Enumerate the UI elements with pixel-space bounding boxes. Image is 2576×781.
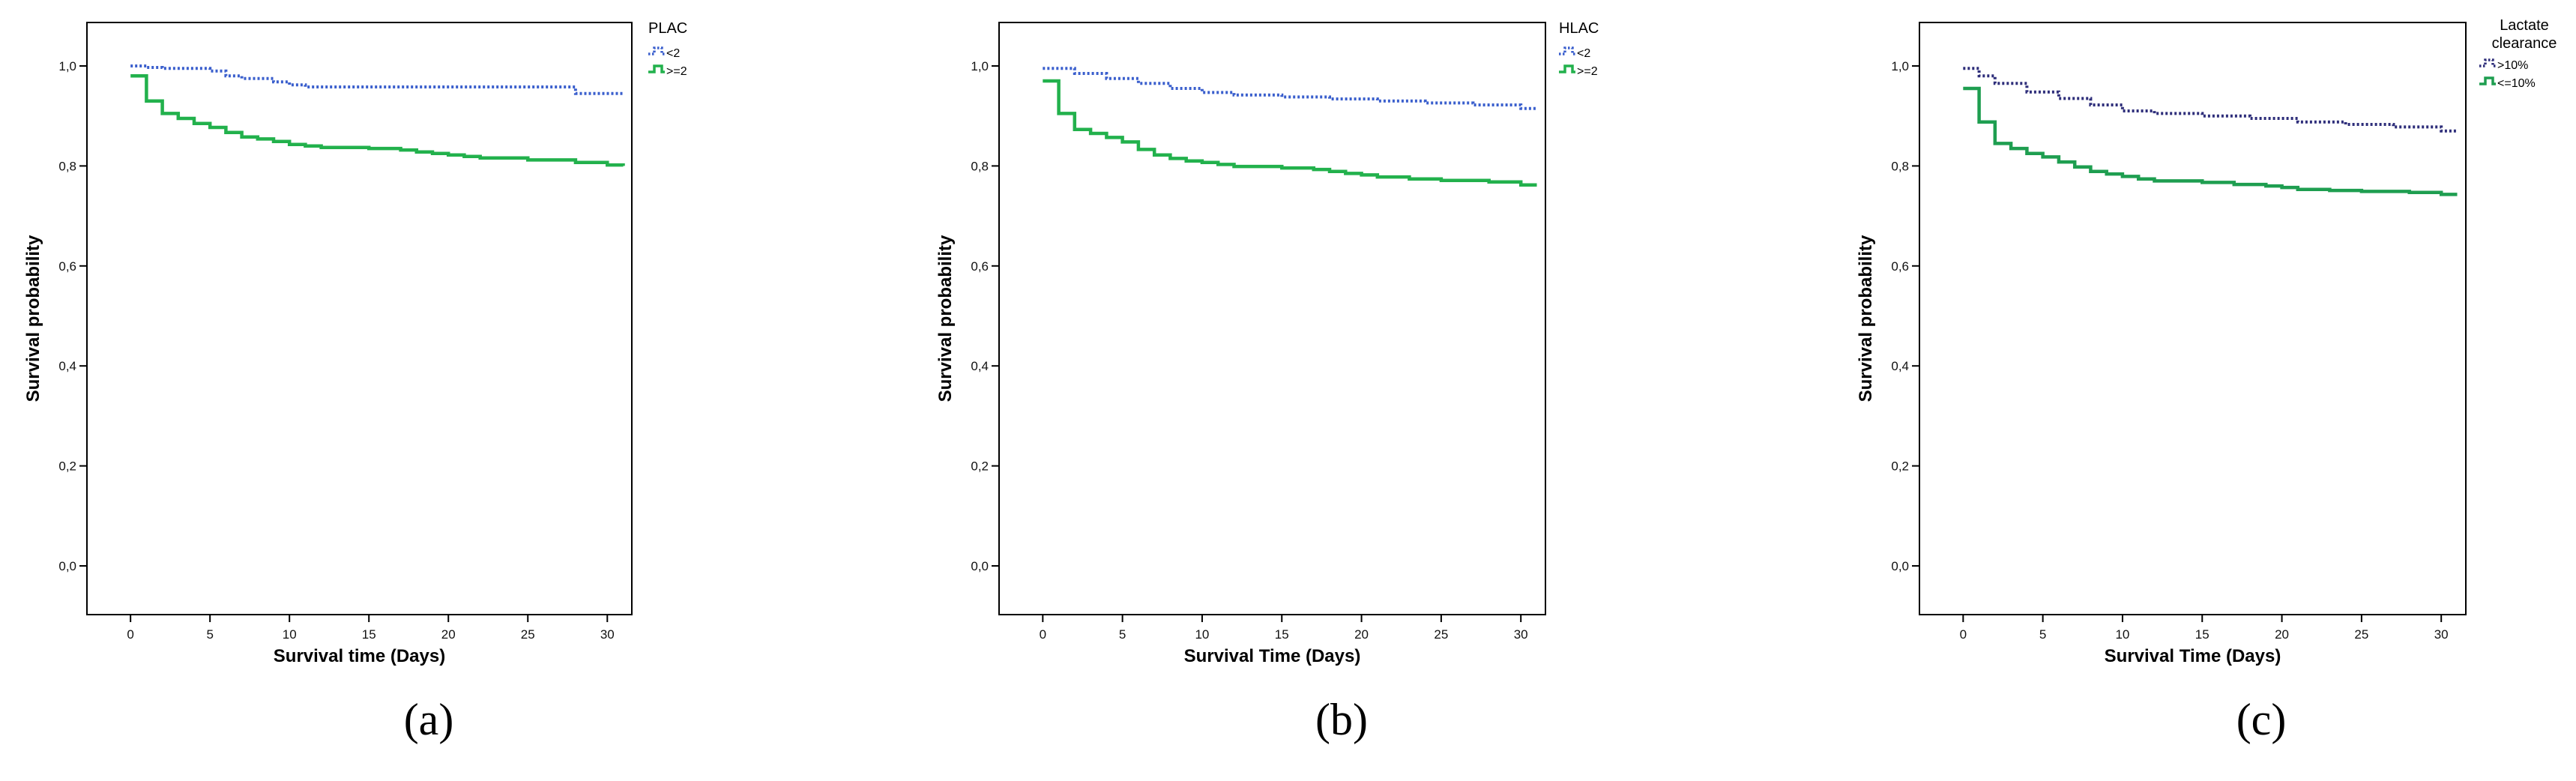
x-tick-label: 30 [2434, 627, 2449, 642]
survival-curve-2 [130, 74, 625, 167]
y-axis-title: Survival probability [935, 235, 956, 402]
y-tick-label: 0,2 [971, 459, 989, 474]
legend-swatch-2 [2479, 76, 2496, 85]
legend-swatch-1 [2479, 58, 2496, 67]
legend-swatch-1 [648, 46, 665, 55]
y-axis-title: Survival probability [23, 235, 43, 402]
x-tick-label: 30 [1514, 627, 1528, 642]
plot-frame [998, 22, 1546, 615]
legend-title: HLAC [1559, 20, 1599, 37]
y-tick-label: 0,6 [971, 259, 989, 274]
y-tick-label: 0,2 [58, 459, 76, 474]
x-tick-label: 0 [1040, 627, 1046, 642]
survival-curve-2 [1043, 79, 1537, 187]
survival-curve-2 [1963, 86, 2458, 196]
x-tick-label: 10 [283, 627, 297, 642]
legend-swatch-2 [1559, 64, 1575, 73]
plot-frame [1919, 22, 2467, 615]
legend-label-2: >=2 [666, 65, 687, 78]
y-tick-label: 0,4 [58, 359, 76, 373]
chart-panel-1: 0,0 0,2 0,4 0,6 0,8 1,0 0 5 10 15 20 25 30 Survival t… [23, 20, 687, 744]
chart-panel-3: 0,0 0,2 0,4 0,6 0,8 1,0 0 5 10 15 20 25 30 Survival T… [1856, 17, 2557, 744]
y-tick-label: 0,0 [58, 559, 76, 573]
y-tick-label: 1,0 [58, 59, 76, 73]
x-tick-label: 5 [1119, 627, 1126, 642]
survival-curve-1 [1043, 67, 1537, 110]
panel-label: (c) [2236, 695, 2287, 744]
legend-label-2: <=10% [2497, 77, 2536, 90]
x-tick-label: 15 [1275, 627, 1289, 642]
x-tick-label: 30 [600, 627, 615, 642]
x-tick-label: 20 [2275, 627, 2289, 642]
x-tick-label: 10 [2115, 627, 2129, 642]
x-tick-label: 25 [2354, 627, 2368, 642]
legend-label-1: <2 [666, 47, 680, 60]
y-tick-label: 1,0 [971, 59, 989, 73]
x-tick-label: 15 [2195, 627, 2209, 642]
panel-label: (a) [404, 695, 454, 744]
panel-label: (b) [1315, 695, 1368, 744]
legend-swatch-1 [1559, 46, 1575, 55]
x-tick-label: 25 [521, 627, 535, 642]
y-tick-label: 1,0 [1891, 59, 1909, 73]
y-tick-label: 0,0 [971, 559, 989, 573]
legend-swatch-2 [648, 64, 665, 73]
legend-title: Lactate clearance [2492, 17, 2557, 52]
x-tick-label: 0 [127, 627, 133, 642]
y-tick-label: 0,0 [1891, 559, 1909, 573]
x-tick-label: 15 [362, 627, 376, 642]
y-tick-label: 0,4 [971, 359, 989, 373]
x-tick-label: 25 [1434, 627, 1448, 642]
y-tick-label: 0,6 [58, 259, 76, 274]
legend-label-1: <2 [1577, 47, 1590, 60]
x-tick-label: 5 [206, 627, 213, 642]
x-tick-label: 20 [1354, 627, 1369, 642]
plot-frame [86, 22, 633, 615]
x-axis-title: Survival Time (Days) [2105, 646, 2281, 666]
y-axis-title: Survival probability [1856, 235, 1876, 402]
x-tick-label: 10 [1195, 627, 1209, 642]
x-axis-title: Survival Time (Days) [1184, 646, 1361, 666]
legend-label-1: >10% [2497, 59, 2528, 72]
x-tick-label: 0 [1960, 627, 1967, 642]
legend-title: PLAC [648, 20, 687, 37]
survival-curve-1 [130, 64, 624, 95]
legend-label-2: >=2 [1577, 65, 1598, 78]
x-tick-label: 20 [441, 627, 456, 642]
x-tick-label: 5 [2039, 627, 2046, 642]
x-axis-title: Survival time (Days) [274, 646, 445, 666]
y-tick-label: 0,2 [1891, 459, 1909, 474]
survival-curve-1 [1963, 67, 2458, 133]
y-tick-label: 0,4 [1891, 359, 1909, 373]
chart-panel-2: 0,0 0,2 0,4 0,6 0,8 1,0 0 5 10 15 20 25 30 Survival T… [935, 20, 1599, 744]
y-tick-label: 0,8 [1891, 159, 1909, 173]
y-tick-label: 0,6 [1891, 259, 1909, 274]
y-tick-label: 0,8 [971, 159, 989, 173]
y-tick-label: 0,8 [58, 159, 76, 173]
